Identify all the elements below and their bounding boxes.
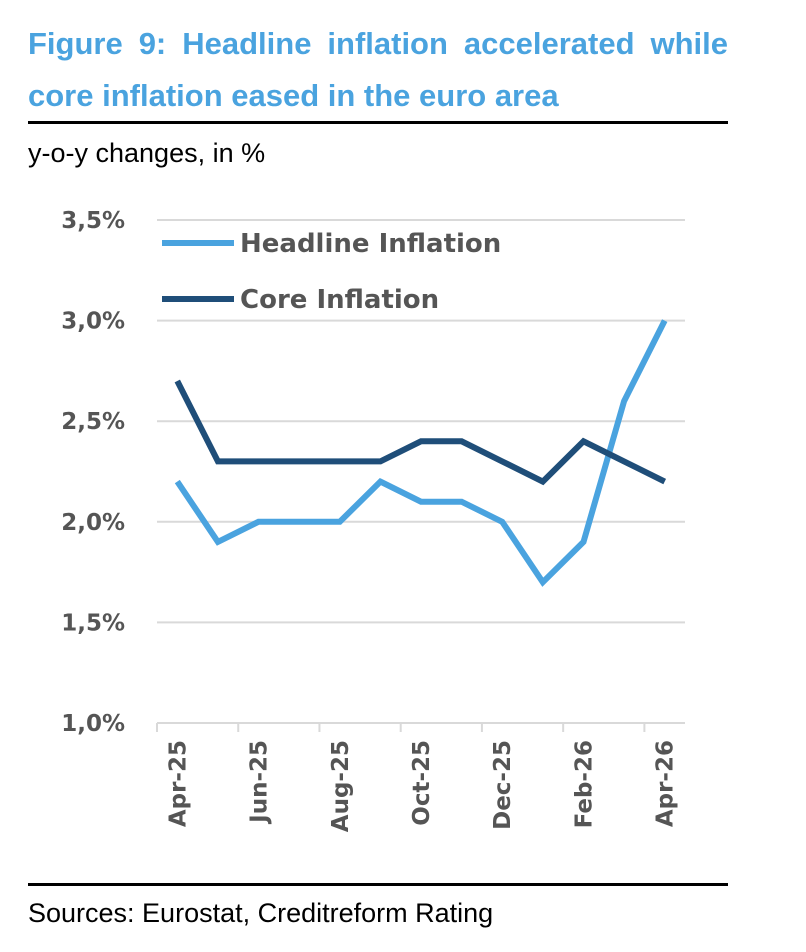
x-tick-label: Apr-25 [165, 740, 191, 827]
chart-subtitle: y-o-y changes, in % [28, 138, 266, 168]
series-line-headline [174, 319, 668, 587]
gridlines [157, 219, 685, 624]
inflation-line-chart: 3,5% 3,0% 2,5% 2,0% 1,5% 1,0% Apr-25 Jun-25 Aug… [61, 208, 685, 832]
chart-title: Figure 9: Headline inflation accelerated… [28, 26, 728, 113]
legend: Headline Inflation Core Inflation [162, 229, 501, 315]
title-rule [28, 121, 728, 124]
series-line-core [174, 379, 667, 486]
legend-label: Headline Inflation [240, 229, 501, 259]
y-tick-label: 3,0% [61, 309, 125, 335]
source-rule [28, 883, 728, 886]
y-tick-label: 3,5% [61, 208, 125, 234]
y-tick-label: 1,0% [61, 711, 125, 737]
y-tick-label: 2,0% [61, 510, 125, 536]
x-tick-label: Jun-25 [247, 740, 273, 825]
x-tick-label: Feb-26 [571, 740, 597, 828]
x-tick-label: Dec-25 [490, 740, 516, 830]
x-tick-label: Oct-25 [409, 740, 435, 826]
y-axis-tick-labels: 3,5% 3,0% 2,5% 2,0% 1,5% 1,0% [61, 208, 125, 737]
y-tick-label: 1,5% [61, 610, 125, 636]
series-lines [174, 319, 668, 587]
legend-label: Core Inflation [240, 285, 439, 315]
x-tick-label: Aug-25 [328, 740, 354, 832]
x-tick-label: Apr-26 [653, 740, 679, 827]
source-note: Sources: Eurostat, Creditreform Rating [28, 898, 494, 928]
x-axis: Apr-25 Jun-25 Aug-25 Oct-25 Dec-25 Feb-26 Apr-… [156, 722, 685, 832]
y-tick-label: 2,5% [61, 409, 125, 435]
